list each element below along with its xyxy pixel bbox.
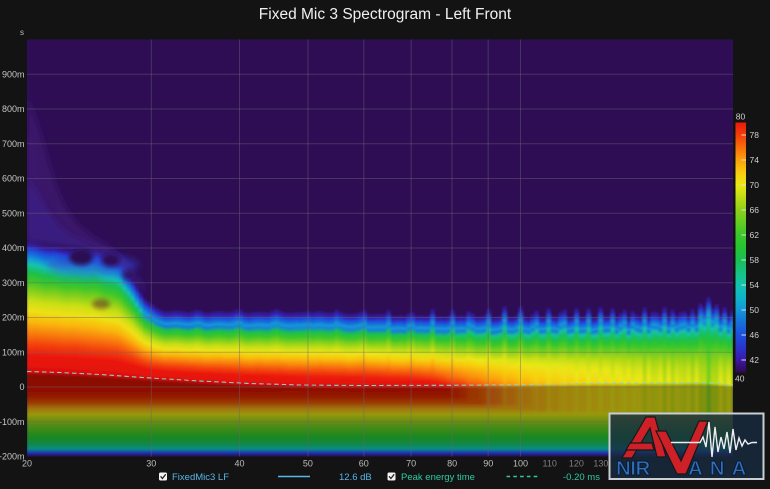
svg-text:90: 90 [483, 459, 493, 469]
svg-text:600m: 600m [2, 174, 25, 184]
svg-text:40: 40 [234, 459, 244, 469]
svg-text:20: 20 [22, 459, 32, 469]
svg-text:12.6 dB: 12.6 dB [339, 472, 372, 483]
svg-text:200m: 200m [2, 313, 25, 323]
svg-text:78: 78 [750, 130, 760, 140]
svg-text:700m: 700m [2, 139, 25, 149]
svg-text:42: 42 [750, 355, 760, 365]
svg-text:-200m: -200m [0, 452, 25, 462]
svg-text:50: 50 [750, 305, 760, 315]
svg-text:800m: 800m [2, 104, 25, 114]
svg-text:ANA: ANA [688, 457, 753, 480]
svg-text:58: 58 [750, 255, 760, 265]
svg-text:FixedMic3 LF: FixedMic3 LF [172, 472, 229, 483]
svg-text:30: 30 [146, 459, 156, 469]
svg-text:s: s [20, 28, 24, 37]
svg-text:62: 62 [750, 230, 760, 240]
svg-text:NIR: NIR [616, 457, 651, 480]
svg-text:80: 80 [736, 112, 746, 122]
svg-text:0: 0 [19, 382, 24, 392]
svg-text:46: 46 [750, 330, 760, 340]
svg-text:70: 70 [406, 459, 416, 469]
svg-text:120: 120 [569, 459, 584, 469]
svg-text:80: 80 [447, 459, 457, 469]
svg-text:300m: 300m [2, 278, 25, 288]
svg-text:70: 70 [750, 180, 760, 190]
svg-text:900m: 900m [2, 70, 25, 80]
svg-text:-100m: -100m [0, 417, 25, 427]
svg-text:60: 60 [359, 459, 369, 469]
svg-text:100: 100 [513, 459, 528, 469]
svg-text:54: 54 [750, 280, 760, 290]
svg-text:130: 130 [593, 459, 608, 469]
svg-text:50: 50 [303, 459, 313, 469]
svg-text:110: 110 [543, 459, 557, 469]
svg-text:500m: 500m [2, 208, 25, 218]
svg-text:74: 74 [750, 155, 760, 165]
svg-text:400m: 400m [2, 243, 25, 253]
svg-text:Peak energy time: Peak energy time [401, 472, 475, 483]
svg-text:40: 40 [735, 374, 745, 384]
svg-text:-0.20 ms: -0.20 ms [563, 472, 600, 483]
svg-text:66: 66 [750, 205, 760, 215]
svg-text:100m: 100m [2, 347, 25, 357]
